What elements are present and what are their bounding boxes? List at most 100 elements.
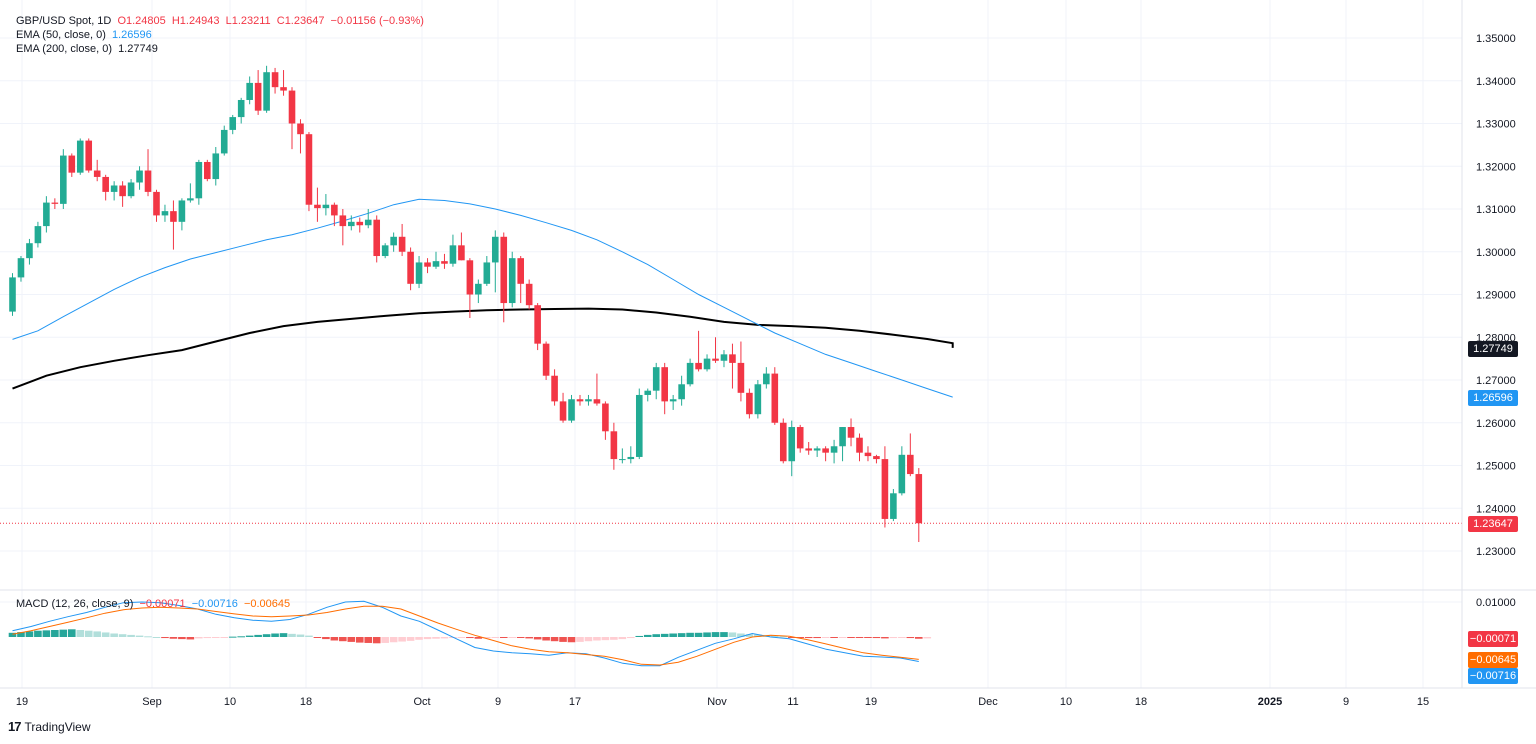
- candle-body: [246, 82, 253, 100]
- macd-lines: [12, 600, 919, 667]
- macd-hist-bar: [881, 637, 889, 639]
- macd-hist-bar: [627, 637, 635, 639]
- hist-price-badge: −0.00071: [1468, 631, 1518, 647]
- time-tick-label: 19: [16, 696, 28, 708]
- macd-hist-bar: [305, 635, 313, 637]
- candle-body: [254, 82, 262, 111]
- candle-body: [441, 261, 448, 264]
- candle-body: [669, 399, 677, 402]
- macd-hist-bar: [483, 637, 491, 639]
- symbol-label[interactable]: GBP/USD Spot, 1D: [16, 15, 112, 27]
- candle-body: [720, 354, 728, 361]
- candle-body: [856, 437, 863, 453]
- candle-body: [237, 99, 245, 118]
- candle-body: [458, 245, 465, 261]
- candle-body: [195, 161, 203, 199]
- macd-hist-bar: [872, 637, 881, 639]
- candle-body: [339, 215, 347, 227]
- price-tick-label: 1.27000: [1476, 375, 1516, 387]
- macd-hist-bar: [525, 637, 533, 639]
- candle-body: [85, 140, 93, 171]
- macd-hist-bar: [355, 637, 364, 643]
- candle-body: [754, 384, 762, 415]
- price-tick-label: 1.33000: [1476, 119, 1516, 131]
- candle-body: [212, 153, 220, 180]
- candle-body: [136, 170, 143, 183]
- candle-body: [364, 219, 372, 226]
- candle-body: [813, 448, 821, 451]
- candle-body: [102, 176, 109, 192]
- macd-legend[interactable]: MACD (12, 26, close, 9) −0.00071 −0.0071…: [16, 597, 293, 611]
- macd-hist-bar: [804, 637, 813, 639]
- macd-hist-bar: [84, 630, 93, 637]
- candle-body: [635, 394, 643, 457]
- candle-body: [9, 277, 16, 312]
- macd-hist-bar: [220, 637, 229, 638]
- candle-body: [559, 401, 567, 421]
- candle-body: [356, 221, 364, 226]
- candle-body: [737, 362, 745, 393]
- price-tick-label: 1.35000: [1476, 33, 1516, 45]
- macd-hist-bar: [533, 637, 542, 640]
- macd-hist-bar: [889, 637, 898, 639]
- macd-hist-bar: [423, 637, 432, 640]
- time-tick-label: 17: [569, 696, 581, 708]
- macd-hist-bar: [821, 637, 830, 638]
- macd-hist-bar: [855, 637, 864, 638]
- candle-body: [779, 422, 787, 462]
- time-tick-label: Oct: [413, 696, 430, 708]
- candle-body: [788, 427, 796, 462]
- candle-body: [864, 452, 872, 457]
- candle-body: [398, 236, 406, 252]
- time-tick-label: 9: [495, 696, 501, 708]
- candle-body: [424, 262, 431, 267]
- macd-hist-bar: [110, 633, 118, 637]
- macd-hist-bar: [660, 633, 669, 637]
- macd-hist-bar: [398, 637, 406, 642]
- macd-hist-bar: [652, 634, 661, 637]
- candle-body: [415, 262, 423, 284]
- macd-histogram: [8, 629, 932, 644]
- macd-hist-bar: [262, 634, 271, 637]
- candle-body: [610, 431, 618, 460]
- macd-hist-bar: [93, 631, 101, 637]
- macd-hist-bar: [516, 637, 525, 638]
- tradingview-logo[interactable]: 17 TradingView: [8, 719, 91, 734]
- macd-hist-bar: [796, 637, 805, 639]
- candle-body: [305, 134, 313, 205]
- tradingview-logo-text: TradingView: [24, 719, 91, 734]
- macd-hist-bar: [254, 634, 262, 637]
- macd-hist-bar: [76, 630, 85, 637]
- candle-body: [187, 198, 194, 201]
- macd-hist-bar: [474, 637, 483, 639]
- candle-body: [466, 260, 474, 295]
- candle-body: [390, 236, 397, 246]
- macd-hist-bar: [559, 637, 567, 642]
- macd-hist-bar: [787, 637, 796, 638]
- candle-body: [127, 182, 135, 197]
- ema200-legend[interactable]: EMA (200, close, 0) 1.27749: [16, 42, 161, 56]
- ema50-legend[interactable]: EMA (50, close, 0) 1.26596: [16, 28, 155, 42]
- candle-body: [551, 375, 558, 402]
- macd-hist-value: −0.00071: [139, 598, 186, 610]
- candle-body: [822, 448, 829, 453]
- macd-hist-bar: [195, 637, 203, 639]
- macd-hist-bar: [754, 634, 762, 637]
- candle-body: [525, 283, 533, 306]
- candle-body: [432, 261, 440, 267]
- candle-body: [712, 358, 719, 361]
- macd-hist-bar: [211, 637, 220, 638]
- candle-body: [483, 262, 491, 284]
- time-tick-label: 10: [1060, 696, 1072, 708]
- macd-hist-bar: [237, 636, 245, 638]
- ema200-label: EMA (200, close, 0): [16, 43, 112, 55]
- macd-hist-bar: [169, 637, 178, 639]
- macd-hist-bar: [8, 632, 17, 637]
- price-tick-label: 1.25000: [1476, 461, 1516, 473]
- macd-price-badge: −0.00716: [1468, 668, 1518, 684]
- candle-body: [661, 367, 668, 402]
- macd-hist-bar: [228, 636, 237, 638]
- macd-hist-bar: [508, 637, 517, 638]
- macd-hist-bar: [144, 636, 152, 638]
